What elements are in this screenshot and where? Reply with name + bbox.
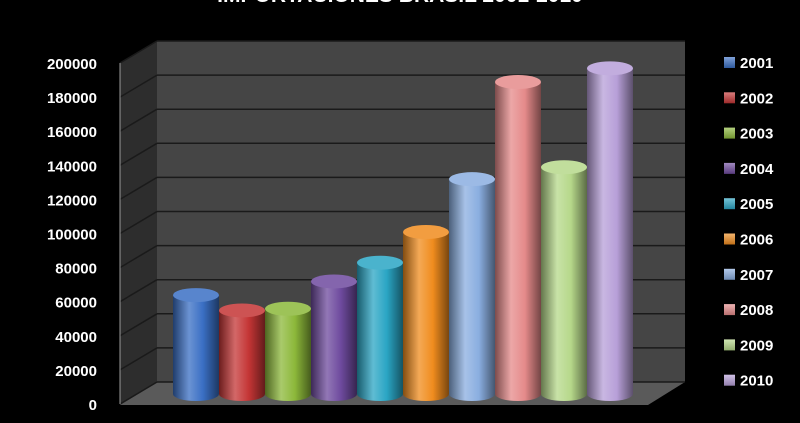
y-tick-label: 20000: [55, 363, 97, 380]
legend-label: 2009: [740, 337, 773, 354]
bar-body: [449, 179, 495, 401]
bar-top: [219, 303, 265, 318]
legend-label: 2007: [740, 267, 773, 284]
bar-body: [495, 81, 541, 402]
gridline: [119, 74, 158, 98]
bar-top: [541, 160, 587, 175]
gridline: [119, 279, 158, 303]
y-tick-label: 0: [89, 397, 97, 414]
y-tick-label: 100000: [47, 227, 97, 244]
gridline: [119, 381, 158, 405]
legend-swatch: [724, 127, 735, 139]
y-tick-label: 40000: [55, 329, 97, 346]
bar-body: [587, 68, 633, 401]
bar-2005: [357, 255, 403, 401]
legend-label: 2006: [740, 232, 773, 249]
bar-body: [311, 281, 357, 401]
gridline: [119, 108, 158, 132]
bar-top: [173, 288, 219, 303]
bars: [173, 61, 633, 402]
bar-2006: [403, 225, 449, 401]
legend-item-2005: 2005: [724, 196, 773, 213]
y-tick-label: 80000: [55, 261, 97, 278]
legend-label: 2005: [740, 196, 773, 213]
legend-swatch: [724, 233, 735, 245]
legend-item-2007: 2007: [724, 267, 773, 284]
legend-swatch: [724, 339, 735, 351]
y-tick-label: 180000: [47, 90, 97, 107]
legend-swatch: [724, 162, 735, 174]
y-tick-label: 60000: [55, 295, 97, 312]
legend-swatch: [724, 57, 735, 68]
legend-swatch: [724, 374, 735, 386]
bar-top: [495, 74, 541, 89]
y-axis: 0 20000 40000 60000 80000 100000 120000 140000 1…: [47, 56, 97, 414]
bar-body: [219, 310, 265, 401]
bar-body: [541, 167, 587, 401]
bar-body: [173, 295, 219, 401]
gridline: [119, 244, 158, 269]
legend-item-2010: 2010: [724, 373, 773, 390]
bar-2007: [449, 172, 495, 401]
chart-title: IMPORTACIONES BRASIL 2001-2010: [0, 0, 800, 8]
legend-label: 2010: [740, 373, 773, 390]
bar-body: [265, 308, 311, 401]
bar-top: [449, 172, 495, 187]
gridline: [119, 313, 158, 337]
legend: 2001 2002 2003 2004 2005 2006 2007 2008 2009 2010: [724, 55, 774, 390]
y-tick-label: 160000: [47, 124, 97, 141]
bar-top: [265, 301, 311, 316]
legend-swatch: [724, 198, 735, 210]
bar-2003: [265, 301, 311, 401]
legend-item-2004: 2004: [724, 161, 774, 178]
legend-item-2002: 2002: [724, 90, 773, 107]
bar-top: [403, 225, 449, 240]
bar-2010: [587, 61, 633, 401]
legend-label: 2003: [740, 126, 773, 143]
legend-item-2006: 2006: [724, 232, 773, 249]
gridline: [119, 210, 158, 235]
legend-label: 2001: [740, 55, 773, 72]
y-tick-label: 120000: [47, 192, 97, 209]
legend-label: 2008: [740, 302, 773, 319]
legend-swatch: [724, 304, 735, 316]
legend-item-2009: 2009: [724, 337, 773, 354]
legend-label: 2002: [740, 90, 773, 107]
bar-2009: [541, 160, 587, 401]
bar-top: [311, 274, 357, 289]
y-tick-label: 200000: [47, 56, 97, 73]
bar-2001: [173, 288, 219, 401]
bar-top: [587, 61, 633, 76]
gridline: [119, 347, 158, 371]
legend-item-2008: 2008: [724, 302, 773, 319]
legend-swatch: [724, 92, 735, 104]
gridline: [119, 40, 158, 64]
bar-2002: [219, 303, 265, 401]
bar-body: [403, 232, 449, 401]
bar-2008: [495, 74, 541, 402]
gridline: [119, 142, 158, 166]
y-tick-label: 140000: [47, 158, 97, 175]
legend-item-2001: 2001: [724, 55, 773, 72]
gridline: [119, 176, 158, 201]
bar-2004: [311, 274, 357, 401]
legend-swatch: [724, 268, 735, 280]
bar-top: [357, 255, 403, 270]
bar-body: [357, 262, 403, 401]
legend-label: 2004: [740, 161, 774, 178]
legend-item-2003: 2003: [724, 126, 773, 143]
